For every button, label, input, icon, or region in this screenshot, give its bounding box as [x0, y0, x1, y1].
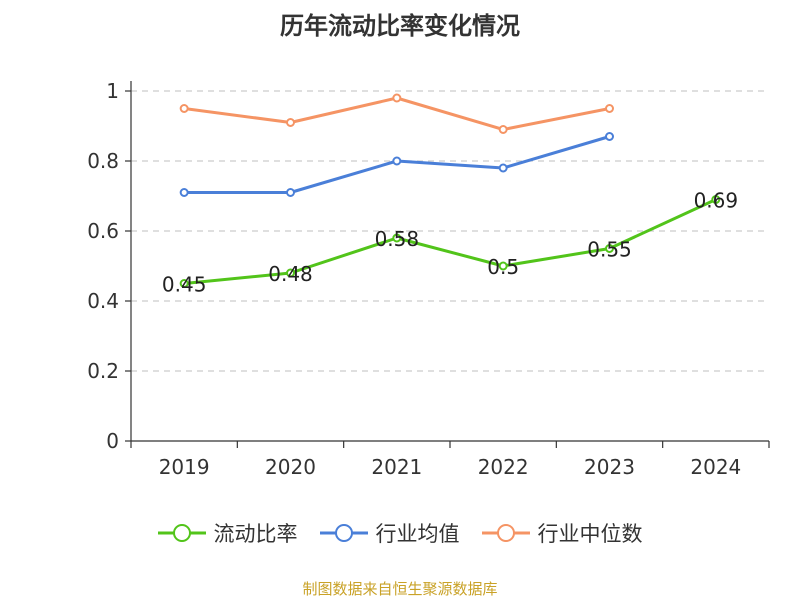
legend-label: 行业均值 — [375, 522, 460, 546]
data-point — [605, 104, 614, 113]
legend-label: 流动比率 — [213, 522, 298, 546]
source-note: 制图数据来自恒生聚源数据库 — [302, 580, 498, 598]
legend-marker-icon — [319, 524, 368, 542]
legend-item[interactable]: 行业中位数 — [481, 518, 643, 548]
data-point — [605, 244, 614, 253]
x-tick-label: 2023 — [584, 455, 635, 479]
grid-lines — [131, 90, 769, 372]
x-tick-label: 2019 — [159, 455, 210, 479]
data-point — [392, 93, 402, 103]
data-label: 0.55 — [587, 238, 632, 262]
x-tick-label: 2021 — [371, 455, 422, 479]
data-point — [392, 233, 402, 243]
legend-marker-icon — [481, 524, 530, 542]
data-label: 0.48 — [268, 262, 313, 286]
series-line — [183, 96, 610, 131]
data-point — [179, 279, 189, 288]
data-point — [392, 156, 402, 166]
y-tick-label: 0.4 — [87, 289, 119, 313]
x-tick-label: 2024 — [690, 455, 741, 479]
data-label: 0.5 — [487, 255, 519, 279]
data-point — [498, 261, 508, 271]
data-point — [498, 125, 508, 134]
x-tick-label: 2022 — [478, 455, 529, 479]
series-lines — [179, 93, 721, 288]
y-tick-label: 0.8 — [87, 149, 119, 173]
y-tick-label: 0 — [106, 429, 119, 453]
legend-item[interactable]: 流动比率 — [157, 518, 298, 548]
legend-label: 行业中位数 — [537, 522, 643, 546]
data-point — [711, 195, 721, 204]
data-point — [498, 163, 508, 173]
y-tick-label: 0.2 — [87, 359, 119, 383]
data-labels: 0.45 0.48 0.58 0.5 0.55 0.69 — [162, 189, 738, 297]
data-label: 0.58 — [375, 227, 420, 251]
y-tick-label: 0.6 — [87, 219, 119, 243]
data-point — [286, 118, 295, 127]
chart-title: 历年流动比率变化情况 — [280, 12, 520, 40]
data-point — [179, 188, 189, 197]
legend-item[interactable]: 行业均值 — [319, 518, 460, 548]
data-label: 0.69 — [694, 189, 739, 213]
series-line — [184, 198, 717, 285]
data-label: 0.45 — [162, 273, 207, 297]
data-point — [605, 132, 614, 141]
data-point — [179, 104, 189, 113]
data-point — [286, 188, 295, 197]
legend: 流动比率 行业均值 行业中位数 — [0, 518, 800, 548]
axes: 0 0.2 0.4 0.6 0.8 1 2019 2020 2021 2022 2023 2024 — [87, 79, 770, 479]
legend-marker-icon — [157, 524, 206, 542]
y-tick-label: 1 — [106, 79, 119, 103]
data-point — [286, 268, 295, 278]
x-tick-label: 2020 — [265, 455, 316, 479]
